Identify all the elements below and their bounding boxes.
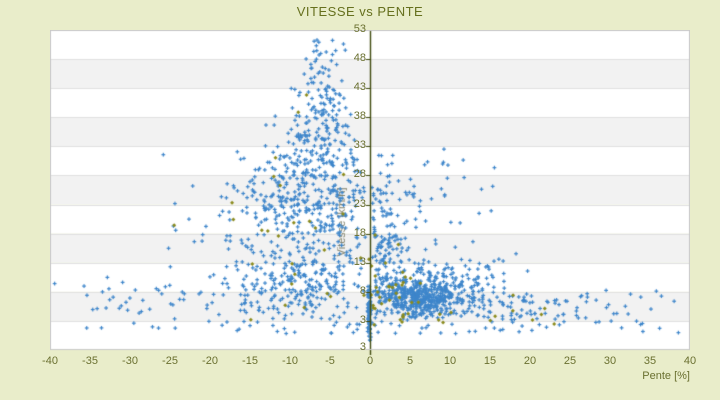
x-tick-label: 20 (523, 355, 537, 367)
x-tick-label: -20 (202, 355, 218, 367)
y-tick-label: 33 (353, 139, 366, 152)
y-tick-label: 18 (353, 226, 366, 239)
y-tick-label: 38 (353, 110, 366, 123)
x-tick-label: -5 (325, 355, 335, 367)
x-tick-label: -10 (282, 355, 298, 367)
y-axis-min-label: 3 (359, 341, 366, 353)
x-tick-label: 15 (483, 355, 497, 367)
x-tick-label: 0 (366, 355, 374, 367)
y-tick-label: 48 (353, 52, 366, 65)
x-tick-label: 40 (683, 355, 697, 367)
chart-title: VITESSE vs PENTE (296, 4, 424, 19)
y-tick-label: 13 (353, 255, 366, 268)
x-tick-label: -30 (122, 355, 138, 367)
x-tick-label: -25 (162, 355, 178, 367)
y-tick-label: 23 (353, 197, 366, 210)
x-tick-label: 5 (406, 355, 414, 367)
x-tick-label: -40 (42, 355, 58, 367)
x-tick-label: -15 (242, 355, 258, 367)
x-tick-label: 30 (603, 355, 617, 367)
x-tick-label: 10 (443, 355, 457, 367)
x-axis-label: Pente [%] (642, 370, 690, 382)
y-tick-label: 43 (353, 81, 366, 94)
y-tick-label: 53 (353, 23, 366, 35)
y-tick-label: 3 (359, 313, 366, 326)
scatter-plot-canvas (50, 30, 690, 360)
y-tick-label: 8 (359, 284, 366, 297)
x-tick-label: -35 (82, 355, 98, 367)
y-tick-label: 28 (353, 168, 366, 181)
x-tick-label: 35 (643, 355, 657, 367)
x-tick-label: 25 (563, 355, 577, 367)
